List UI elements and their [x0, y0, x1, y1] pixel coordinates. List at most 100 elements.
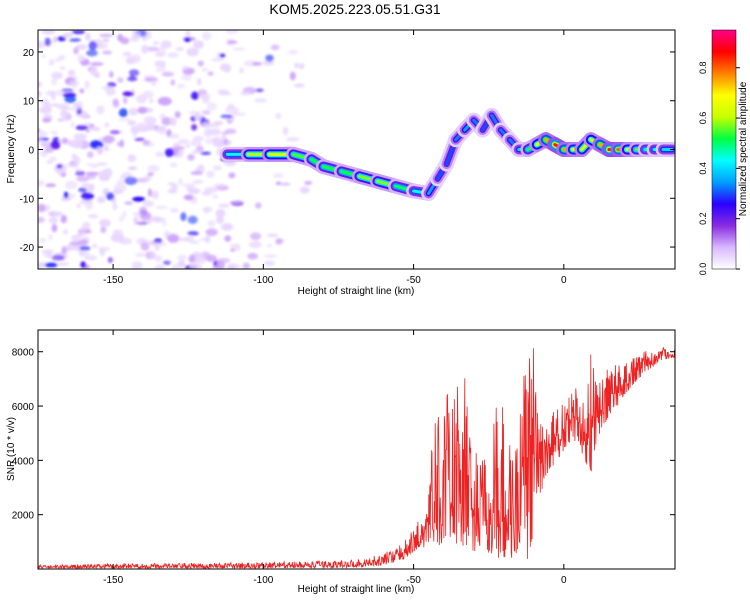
spectrogram-noise-blob	[56, 164, 63, 169]
spectrogram-noise-blob	[176, 83, 186, 89]
spectrogram-noise-blob	[104, 122, 109, 128]
snr-x-ticks: -150 -100 -50 0	[103, 330, 567, 586]
spectrogram-noise-blob	[247, 252, 258, 260]
spectrogram-noise-blob	[162, 260, 171, 265]
spectrogram-noise-blob	[286, 137, 300, 142]
spectrogram-noise-blob	[119, 175, 125, 180]
spectrogram-noise-blob	[232, 112, 247, 116]
spectrogram-noise-blob	[182, 183, 196, 188]
spectrogram-noise-blob	[102, 168, 113, 177]
spectrogram-noise-blob	[186, 47, 199, 57]
spectrogram-noise-blob	[146, 221, 153, 225]
spectrogram-noise-blob	[84, 80, 90, 90]
spectrogram-noise-blob	[122, 91, 134, 97]
spectrogram-noise-blob	[282, 126, 289, 136]
colorbar-tick-label: 0.4	[698, 162, 708, 175]
spectrogram-noise-blob	[119, 139, 124, 148]
spectrogram-noise-blob	[45, 90, 58, 97]
spectrogram-noise-blob	[216, 89, 226, 94]
spectrogram-noise-blob	[107, 257, 113, 263]
x-tick-label: -100	[253, 575, 273, 586]
spectrogram-noise-blob	[273, 173, 284, 179]
spectrogram-noise-blob	[204, 235, 211, 244]
spectrogram-noise-blob	[62, 229, 69, 235]
spectrogram-noise-blob	[118, 108, 128, 118]
y-tick-label: -20	[20, 243, 35, 254]
spectrogram-noise-blob	[168, 133, 180, 139]
spectrogram-noise-blob	[242, 262, 250, 269]
spectrogram-noise-blob	[156, 67, 162, 73]
spectrogram-noise-blob	[187, 187, 201, 195]
spectrogram-noise-blob	[124, 176, 138, 185]
spectrogram-noise-blob	[243, 60, 257, 67]
spectrogram-x-axis-label: Height of straight line (km)	[298, 286, 415, 297]
spectrogram-noise-blob	[298, 63, 305, 70]
spectrogram-noise-blob	[89, 62, 104, 66]
y-tick-label: -10	[20, 194, 35, 205]
spectrogram-noise-blob	[48, 217, 59, 224]
spectrogram-noise-blob	[123, 96, 128, 105]
spectrogram-noise-blob	[125, 56, 136, 65]
spectrogram-noise-blob	[51, 224, 58, 233]
snr-series-line	[38, 347, 675, 569]
spectrogram-noise-blob	[219, 53, 226, 58]
spectrogram-noise-blob	[155, 205, 169, 209]
spectrogram-noise-blob	[255, 202, 262, 209]
spectrogram-noise-blob	[76, 175, 90, 182]
x-tick-label: 0	[561, 575, 567, 586]
spectrogram-noise-blob	[228, 172, 236, 179]
spectrogram-noise-blob	[149, 98, 154, 104]
spectrogram-noise-blob	[143, 75, 155, 78]
spectrogram-noise-blob	[194, 112, 202, 121]
spectrogram-noise-blob	[76, 101, 83, 109]
spectrogram-noise-blob	[107, 82, 117, 88]
spectrogram-noise-blob	[155, 151, 165, 157]
spectrogram-noise-blob	[182, 65, 189, 71]
spectrogram-noise-blob	[38, 137, 44, 143]
colorbar-tick-label: 0.8	[698, 61, 708, 74]
spectrogram-y-ticks: -20 -10 0 10 20	[20, 48, 675, 254]
spectrogram-noise-blob	[164, 148, 175, 158]
spectrogram-noise-blob	[70, 121, 75, 129]
spectrogram-noise-blob	[161, 117, 173, 126]
spectrogram-noise-blob	[127, 154, 137, 163]
spectrogram-noise-blob	[95, 71, 100, 78]
snr-frame	[37, 329, 676, 570]
spectrogram-noise-blob	[38, 130, 48, 137]
colorbar-ticks: 0.0 0.2 0.4 0.6 0.8	[698, 61, 740, 275]
spectrogram-noise-blob	[230, 248, 236, 252]
spectrogram-noise-blob	[178, 178, 183, 185]
spectrogram-noise-blob	[98, 137, 104, 142]
spectrogram-noise-blob	[102, 135, 115, 143]
spectrogram-noise-blob	[62, 32, 74, 38]
spectrogram-noise-blob	[225, 30, 239, 35]
spectrogram-noise-blob	[85, 202, 94, 211]
spectrogram-noise-blob	[178, 237, 191, 242]
spectrogram-noise-blob	[73, 47, 79, 55]
spectrogram-noise-blob	[192, 150, 202, 154]
spectrogram-noise-blob	[103, 145, 110, 152]
spectrogram-noise-blob	[211, 58, 225, 62]
chart-title: KOM5.2025.223.05.51.G31	[269, 1, 440, 17]
spectrogram-noise-blob	[61, 88, 74, 92]
spectrogram-noise-blob	[170, 117, 177, 127]
spectrogram-noise-blob	[56, 262, 70, 266]
spectrogram-noise-blob	[147, 172, 154, 177]
spectrogram-noise-blob	[189, 263, 203, 269]
spectrogram-noise-blob	[187, 231, 199, 236]
spectrogram-noise-blob	[98, 174, 109, 182]
spectrogram-noise-blob	[78, 187, 88, 193]
colorbar-tick-label: 0.2	[698, 212, 708, 225]
spectrogram-noise-blob	[289, 71, 296, 81]
spectrogram-noise-blob	[79, 225, 87, 235]
spectrogram-noise-blob	[112, 98, 119, 107]
spectrogram-noise-blob	[96, 105, 105, 115]
spectrogram-noise-blob	[227, 40, 238, 44]
spectrogram-noise-blob	[98, 246, 111, 252]
snr-y-ticks: 2000 4000 6000 8000	[12, 348, 675, 522]
colorbar-gradient	[711, 29, 737, 270]
spectrogram-noise-blob	[79, 245, 91, 251]
spectrogram-noise-blob	[61, 246, 67, 255]
